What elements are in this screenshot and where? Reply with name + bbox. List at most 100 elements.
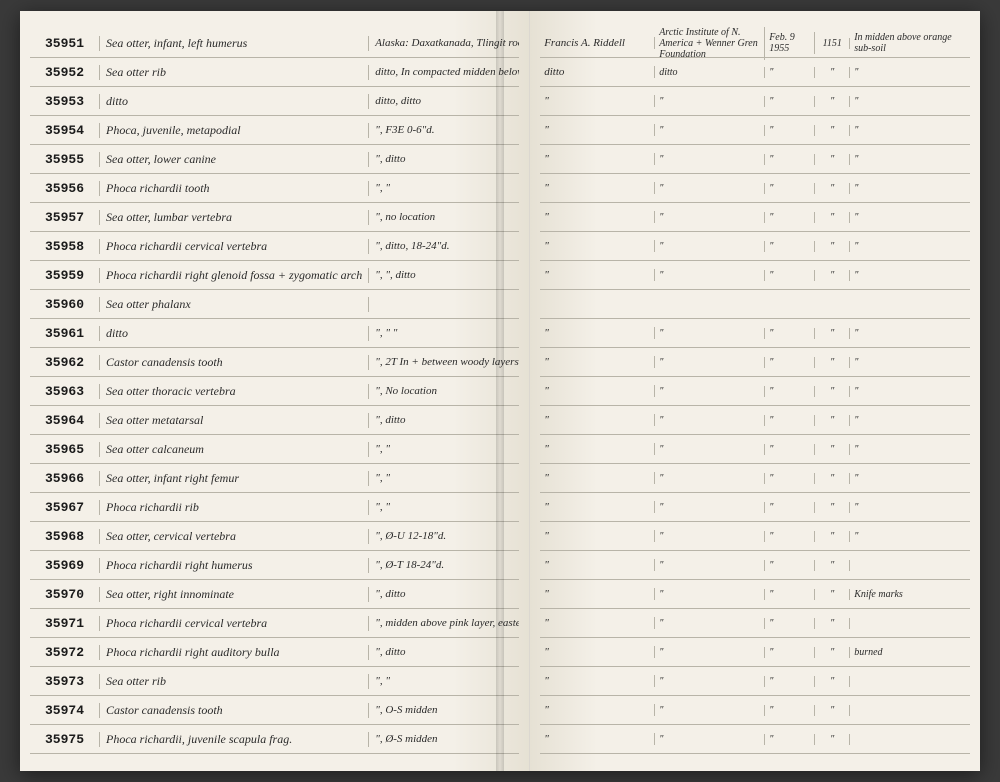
entry-notes: "	[850, 154, 970, 165]
entry-notes: "	[850, 473, 970, 484]
ledger-row: 35956Phoca richardii tooth", "	[30, 174, 519, 203]
specimen-id: 35963	[30, 384, 100, 399]
entry-notes: "	[850, 386, 970, 397]
entry-notes: "	[850, 212, 970, 223]
entry-date: "	[765, 618, 815, 629]
ledger-row: 35962Castor canadensis tooth", 2T In + b…	[30, 348, 519, 377]
specimen-id: 35967	[30, 500, 100, 515]
collector-name: "	[540, 385, 655, 397]
specimen-description: Phoca richardii, juvenile scapula frag.	[100, 732, 369, 747]
collector-name: "	[540, 530, 655, 542]
entry-number: "	[815, 328, 850, 339]
ledger-row: """"	[540, 551, 970, 580]
ledger-row: """""	[540, 174, 970, 203]
entry-date: "	[765, 473, 815, 484]
specimen-id: 35965	[30, 442, 100, 457]
entry-number: "	[815, 589, 850, 600]
ledger-row: """""	[540, 377, 970, 406]
entry-date: "	[765, 125, 815, 136]
ledger-row: """""	[540, 493, 970, 522]
entry-notes: "	[850, 328, 970, 339]
institution-name: "	[655, 618, 765, 629]
entry-date: "	[765, 531, 815, 542]
book-spine	[496, 11, 504, 771]
specimen-id: 35953	[30, 94, 100, 109]
ledger-row: """""	[540, 87, 970, 116]
ledger-row: 35970Sea otter, right innominate", ditto	[30, 580, 519, 609]
entry-date: "	[765, 67, 815, 78]
collector-name: "	[540, 124, 655, 136]
entry-notes: "	[850, 502, 970, 513]
collector-name: "	[540, 356, 655, 368]
specimen-description: Castor canadensis tooth	[100, 703, 369, 718]
specimen-id: 35957	[30, 210, 100, 225]
collector-name: "	[540, 704, 655, 716]
institution-name: "	[655, 647, 765, 658]
entry-notes: "	[850, 67, 970, 78]
collector-name: "	[540, 269, 655, 281]
entry-number: "	[815, 67, 850, 78]
specimen-id: 35962	[30, 355, 100, 370]
specimen-id: 35966	[30, 471, 100, 486]
specimen-id: 35971	[30, 616, 100, 631]
specimen-id: 35956	[30, 181, 100, 196]
ledger-row: """""	[540, 406, 970, 435]
institution-name: Arctic Institute of N. America + Wenner …	[655, 27, 765, 60]
entry-date: "	[765, 357, 815, 368]
ledger-row: """""	[540, 435, 970, 464]
specimen-description: Sea otter metatarsal	[100, 413, 369, 428]
ledger-row: 35975Phoca richardii, juvenile scapula f…	[30, 725, 519, 754]
entry-number: "	[815, 502, 850, 513]
specimen-id: 35974	[30, 703, 100, 718]
entry-notes: "	[850, 125, 970, 136]
entry-date: "	[765, 560, 815, 571]
specimen-id: 35973	[30, 674, 100, 689]
specimen-description: Phoca richardii cervical vertebra	[100, 616, 369, 631]
entry-number: "	[815, 212, 850, 223]
ledger-row: """"	[540, 725, 970, 754]
specimen-id: 35958	[30, 239, 100, 254]
collector-name: "	[540, 588, 655, 600]
specimen-description: ditto	[100, 326, 369, 341]
collector-name: "	[540, 182, 655, 194]
institution-name: "	[655, 270, 765, 281]
specimen-description: Phoca richardii cervical vertebra	[100, 239, 369, 254]
collector-name: ditto	[540, 66, 655, 78]
entry-date: "	[765, 386, 815, 397]
ledger-row: 35963Sea otter thoracic vertebra", No lo…	[30, 377, 519, 406]
collector-name: "	[540, 617, 655, 629]
specimen-description: Phoca richardii right auditory bulla	[100, 645, 369, 660]
entry-number: "	[815, 154, 850, 165]
institution-name: "	[655, 96, 765, 107]
collector-name: "	[540, 153, 655, 165]
specimen-id: 35955	[30, 152, 100, 167]
entry-date: "	[765, 154, 815, 165]
institution-name: "	[655, 415, 765, 426]
ledger-row: 35967Phoca richardii rib", "	[30, 493, 519, 522]
institution-name: "	[655, 531, 765, 542]
ledger-row: """"	[540, 696, 970, 725]
institution-name: "	[655, 212, 765, 223]
specimen-id: 35969	[30, 558, 100, 573]
entry-date: "	[765, 270, 815, 281]
specimen-id: 35964	[30, 413, 100, 428]
specimen-description: Phoca richardii rib	[100, 500, 369, 515]
collector-name: "	[540, 95, 655, 107]
specimen-id: 35972	[30, 645, 100, 660]
collector-name: "	[540, 414, 655, 426]
ledger-row: """"	[540, 667, 970, 696]
collector-name: "	[540, 646, 655, 658]
collector-name: "	[540, 211, 655, 223]
entry-date: "	[765, 241, 815, 252]
entry-notes: "	[850, 270, 970, 281]
ledger-row: 35969Phoca richardii right humerus", Ø-T…	[30, 551, 519, 580]
collector-name: Francis A. Riddell	[540, 37, 655, 49]
ledger-row: 35965Sea otter calcaneum", "	[30, 435, 519, 464]
ledger-row: 35974Castor canadensis tooth", O-S midde…	[30, 696, 519, 725]
ledger-row: 35953dittoditto, ditto	[30, 87, 519, 116]
ledger-row: 35971Phoca richardii cervical vertebra",…	[30, 609, 519, 638]
institution-name: "	[655, 125, 765, 136]
entry-notes: "	[850, 531, 970, 542]
ledger-row: 35973Sea otter rib", "	[30, 667, 519, 696]
institution-name: "	[655, 357, 765, 368]
